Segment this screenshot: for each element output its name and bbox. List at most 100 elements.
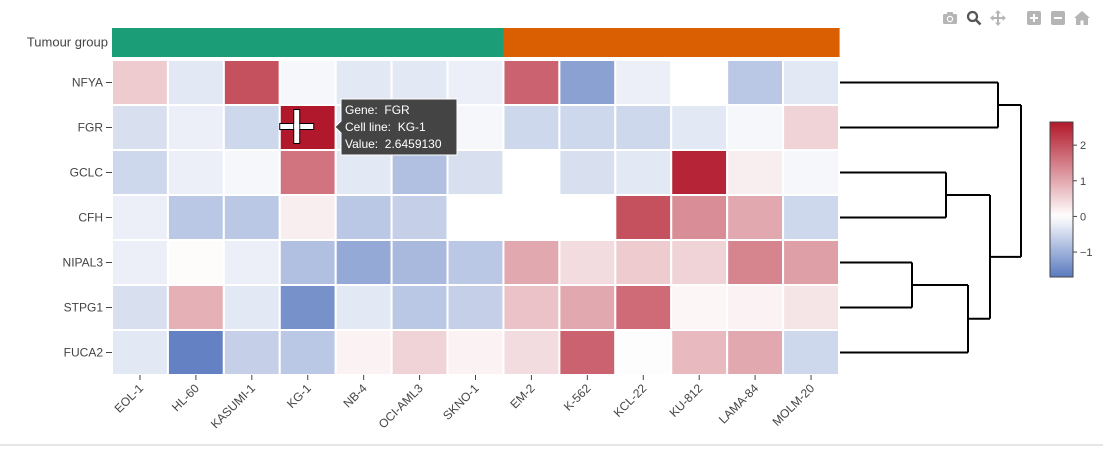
heatmap-cell[interactable] <box>670 329 729 376</box>
heatmap-cell[interactable] <box>111 149 169 196</box>
heatmap-cell[interactable] <box>334 194 393 241</box>
heatmap-cell[interactable] <box>502 104 561 151</box>
heatmap-cell[interactable] <box>558 194 617 241</box>
heatmap-cell[interactable] <box>782 329 840 376</box>
heatmap-cell[interactable] <box>614 59 673 106</box>
heatmap-cell[interactable] <box>782 104 840 151</box>
heatmap-cell[interactable] <box>502 59 561 106</box>
heatmap-cell[interactable] <box>726 239 785 286</box>
heatmap-cell[interactable] <box>278 194 337 241</box>
heatmap-cell[interactable] <box>614 194 673 241</box>
heatmap-cell[interactable] <box>558 329 617 376</box>
heatmap-cell[interactable] <box>334 329 393 376</box>
heatmap-cell[interactable] <box>111 239 169 286</box>
zoom-icon[interactable] <box>963 8 985 28</box>
heatmap-cell[interactable] <box>446 239 505 286</box>
heatmap-cell[interactable] <box>446 149 505 196</box>
heatmap-cell[interactable] <box>278 239 337 286</box>
heatmap-cell[interactable] <box>166 284 225 331</box>
heatmap-cell[interactable] <box>222 104 281 151</box>
heatmap-cell[interactable] <box>111 59 169 106</box>
heatmap-cell[interactable] <box>670 104 729 151</box>
heatmap-cell[interactable] <box>670 149 729 196</box>
heatmap-cell[interactable] <box>111 104 169 151</box>
heatmap-cell[interactable] <box>502 284 561 331</box>
heatmap-cell[interactable] <box>614 284 673 331</box>
heatmap-cell[interactable] <box>726 149 785 196</box>
heatmap-cell[interactable] <box>334 59 393 106</box>
heatmap-cell[interactable] <box>614 104 673 151</box>
heatmap-cell[interactable] <box>614 329 673 376</box>
heatmap-cell[interactable] <box>222 284 281 331</box>
heatmap-cell[interactable] <box>670 284 729 331</box>
zoom-out-icon[interactable] <box>1047 8 1069 28</box>
heatmap-cell[interactable] <box>278 149 337 196</box>
crosshair-cursor <box>279 109 315 144</box>
tumour-group-cell <box>559 28 616 57</box>
heatmap-cell[interactable] <box>111 194 169 241</box>
heatmap-cell[interactable] <box>782 284 840 331</box>
heatmap-cell[interactable] <box>670 239 729 286</box>
heatmap-cell[interactable] <box>726 104 785 151</box>
heatmap-cell[interactable] <box>782 149 840 196</box>
heatmap-cell[interactable] <box>222 149 281 196</box>
heatmap-cell[interactable] <box>278 329 337 376</box>
heatmap-cell[interactable] <box>334 149 393 196</box>
heatmap-cell[interactable] <box>558 104 617 151</box>
heatmap-cell[interactable] <box>670 194 729 241</box>
heatmap-cell[interactable] <box>166 104 225 151</box>
heatmap-cell[interactable] <box>222 239 281 286</box>
heatmap-cell[interactable] <box>166 59 225 106</box>
heatmap-cell[interactable] <box>446 194 505 241</box>
heatmap-cell[interactable] <box>222 329 281 376</box>
heatmap-cell[interactable] <box>278 59 337 106</box>
heatmap-cell[interactable] <box>390 239 449 286</box>
heatmap-cell[interactable] <box>782 59 840 106</box>
bottom-border <box>0 444 1103 446</box>
heatmap-cell[interactable] <box>558 149 617 196</box>
heatmap-cell[interactable] <box>502 194 561 241</box>
heatmap-cell[interactable] <box>446 284 505 331</box>
x-tick-label: K-562 <box>561 381 594 414</box>
heatmap-cell[interactable] <box>390 329 449 376</box>
zoom-in-icon[interactable] <box>1023 8 1045 28</box>
heatmap-cell[interactable] <box>614 239 673 286</box>
heatmap-cell[interactable] <box>502 329 561 376</box>
heatmap-cell[interactable] <box>670 59 729 106</box>
pan-icon[interactable] <box>987 8 1009 28</box>
heatmap-cell[interactable] <box>614 149 673 196</box>
colorbar-tick-label: −1 <box>1080 247 1093 259</box>
heatmap-cell[interactable] <box>446 59 505 106</box>
heatmap-cell[interactable] <box>334 284 393 331</box>
heatmap-cell[interactable] <box>390 149 449 196</box>
heatmap-cell[interactable] <box>222 59 281 106</box>
heatmap-cell[interactable] <box>111 329 169 376</box>
heatmap-cell[interactable] <box>446 329 505 376</box>
heatmap-cell[interactable] <box>390 284 449 331</box>
heatmap-cell[interactable] <box>334 239 393 286</box>
heatmap-cell[interactable] <box>166 329 225 376</box>
heatmap-cell[interactable] <box>166 149 225 196</box>
heatmap-cell[interactable] <box>726 284 785 331</box>
heatmap-cell[interactable] <box>111 284 169 331</box>
heatmap-cell[interactable] <box>390 194 449 241</box>
heatmap-cell[interactable] <box>726 194 785 241</box>
heatmap-cell[interactable] <box>558 239 617 286</box>
heatmap-cell[interactable] <box>222 194 281 241</box>
camera-icon[interactable] <box>939 8 961 28</box>
heatmap-cell[interactable] <box>782 239 840 286</box>
heatmap-cell[interactable] <box>726 59 785 106</box>
heatmap-cell[interactable] <box>726 329 785 376</box>
heatmap-cell[interactable] <box>502 239 561 286</box>
heatmap-cell[interactable] <box>782 194 840 241</box>
heatmap-cell[interactable] <box>558 59 617 106</box>
heatmap-cell[interactable] <box>166 239 225 286</box>
home-icon[interactable] <box>1071 8 1093 28</box>
heatmap-cell[interactable] <box>166 194 225 241</box>
heatmap-cell[interactable] <box>558 284 617 331</box>
heatmap-cell[interactable] <box>502 149 561 196</box>
heatmap-cell[interactable] <box>278 284 337 331</box>
heatmap-cell[interactable] <box>390 59 449 106</box>
x-tick-label: EOL-1 <box>112 381 147 416</box>
